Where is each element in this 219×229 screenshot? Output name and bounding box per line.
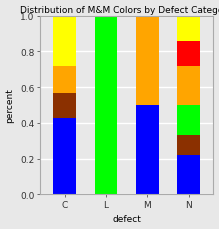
Bar — [177, 17, 200, 41]
Bar — [177, 136, 200, 155]
Bar — [177, 66, 200, 106]
Bar — [136, 17, 159, 106]
Title: Distribution of M&M Colors by Defect Category: Distribution of M&M Colors by Defect Cat… — [21, 5, 219, 14]
Bar — [53, 93, 76, 118]
X-axis label: defect: defect — [112, 215, 141, 224]
Y-axis label: percent: percent — [5, 88, 14, 123]
Bar — [136, 106, 159, 194]
Bar — [53, 66, 76, 93]
Bar — [53, 17, 76, 66]
Bar — [95, 17, 117, 194]
Bar — [177, 41, 200, 66]
Bar — [53, 118, 76, 194]
Bar — [177, 106, 200, 136]
Bar — [177, 155, 200, 194]
